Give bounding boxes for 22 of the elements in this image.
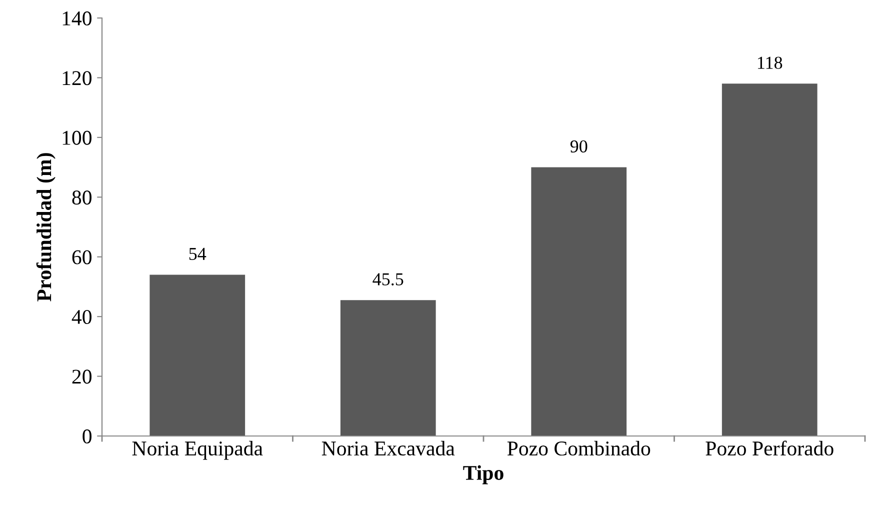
y-tick-label: 60 — [72, 250, 92, 264]
y-tick-label: 20 — [72, 370, 92, 384]
data-label: 54 — [189, 248, 206, 260]
x-tick-label: Pozo Perforado — [706, 440, 834, 456]
data-label: 118 — [758, 56, 782, 69]
bar — [531, 167, 627, 436]
y-tick-label: 0 — [82, 429, 92, 444]
x-tick-label: Noria Excavada — [322, 440, 455, 456]
bar — [150, 274, 246, 436]
y-tick-label: 80 — [72, 190, 92, 205]
x-tick-label: Noria Equipada — [132, 440, 263, 460]
x-axis-title: Tipo — [463, 465, 504, 484]
y-tick-label: 40 — [72, 310, 92, 324]
y-tick-label: 120 — [62, 71, 92, 86]
y-tick-label: 140 — [62, 11, 92, 26]
x-tick-label: Pozo Combinado — [507, 440, 650, 456]
bar — [340, 300, 436, 436]
y-axis-title: Profundidad (m) — [36, 153, 56, 302]
bar — [722, 84, 818, 436]
y-tick-label: 100 — [62, 130, 92, 145]
data-label: 90 — [570, 140, 588, 153]
data-label: 45.5 — [372, 273, 404, 286]
